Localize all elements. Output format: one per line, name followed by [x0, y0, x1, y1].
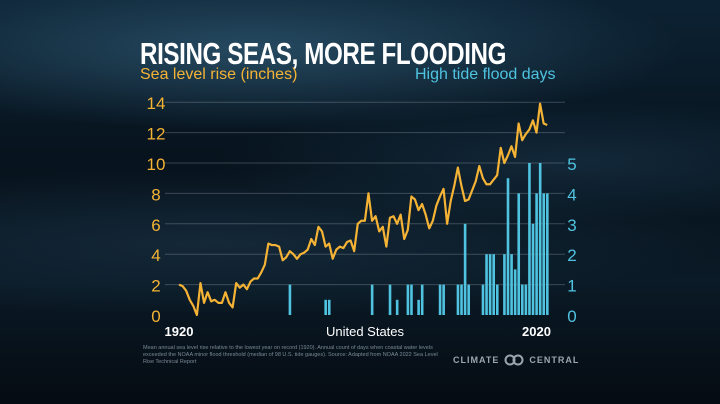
flood-days-bar [528, 163, 531, 315]
flood-days-bar [395, 299, 399, 315]
flood-days-bar [531, 223, 535, 315]
chart-title: RISING SEAS, MORE FLOODING [140, 36, 507, 71]
flood-days-bar [420, 284, 424, 315]
flood-days-bar [463, 223, 467, 315]
right-tick-label: 1 [567, 277, 576, 296]
flood-days-bar [503, 254, 506, 315]
left-tick-label: 14 [147, 94, 166, 113]
left-tick-label: 10 [147, 155, 166, 174]
flood-days-bar [485, 254, 488, 315]
flood-days-bar [535, 193, 538, 315]
logo-rings-icon [504, 354, 524, 366]
logo-text-right: CENTRAL [529, 355, 580, 365]
logo-text-left: CLIMATE [453, 355, 500, 365]
sea-level-line [178, 102, 548, 317]
flood-days-bar [324, 299, 327, 315]
flood-days-bar [488, 254, 492, 315]
flood-days-bar [495, 284, 499, 315]
flood-days-bar [510, 254, 513, 315]
flood-days-bar [460, 284, 463, 315]
right-tick-label: 0 [567, 307, 576, 326]
left-tick-label: 6 [151, 216, 160, 235]
flood-days-bar [456, 284, 460, 315]
right-tick-label: 5 [567, 155, 576, 174]
flood-days-bar [492, 254, 495, 315]
flood-days-bar [467, 284, 470, 315]
flood-days-bar [327, 299, 331, 315]
flood-days-bar [524, 284, 528, 315]
flood-days-bar [506, 178, 510, 315]
left-tick-label: 2 [151, 277, 160, 296]
left-tick-label: 12 [147, 125, 166, 144]
flood-days-bar [481, 284, 485, 315]
flood-days-bar [542, 193, 546, 315]
flood-days-bar [388, 284, 392, 315]
x-tick-label: 2020 [522, 324, 551, 339]
flood-days-bar [438, 284, 442, 315]
flood-days-bar [370, 284, 374, 315]
footnote: Mean annual sea level rise relative to t… [143, 345, 438, 365]
flood-days-bar [513, 269, 517, 315]
right-tick-label: 4 [567, 185, 576, 204]
right-axis-label: High tide flood days [415, 66, 556, 83]
left-tick-label: 4 [151, 246, 160, 265]
flood-days-bar [406, 284, 410, 315]
flood-days-bar [417, 299, 420, 315]
flood-days-bar [442, 284, 445, 315]
flood-days-bar [538, 163, 542, 315]
x-axis-label: United States [326, 324, 405, 339]
flood-days-bar [410, 284, 413, 315]
left-tick-label: 0 [151, 307, 160, 326]
x-tick-label: 1920 [165, 324, 194, 339]
flood-days-bar [546, 193, 549, 315]
flood-days-bar [288, 284, 292, 315]
left-tick-label: 8 [151, 185, 160, 204]
flood-days-bar [517, 193, 521, 315]
climate-central-logo: CLIMATE CENTRAL [453, 354, 579, 366]
right-tick-label: 3 [567, 216, 576, 235]
flood-days-bar [521, 284, 524, 315]
right-tick-label: 2 [567, 246, 576, 265]
left-axis-label: Sea level rise (inches) [140, 66, 298, 83]
